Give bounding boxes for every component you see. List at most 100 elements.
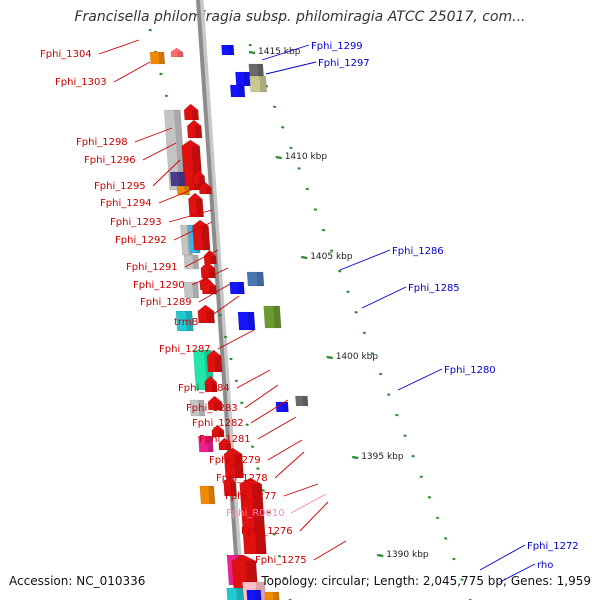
gene-arrow bbox=[218, 437, 232, 451]
right-tick-dash bbox=[395, 413, 399, 417]
gene-label-fphi_1282: Fphi_1282 bbox=[192, 418, 244, 429]
right-tick-dash bbox=[321, 228, 326, 232]
leader-line bbox=[217, 329, 255, 350]
gene-label-fphi_1276: Fphi_1276 bbox=[241, 526, 293, 537]
left-tick-dash bbox=[261, 489, 265, 492]
gene-label-fphi_1296: Fphi_1296 bbox=[84, 155, 136, 166]
right-tick-dash bbox=[338, 269, 342, 273]
leader-line bbox=[134, 127, 173, 143]
gene-label-fphi_1298: Fphi_1298 bbox=[76, 137, 128, 148]
gene-shade bbox=[158, 52, 165, 64]
right-tick-dash bbox=[444, 537, 448, 540]
gene-block bbox=[246, 589, 262, 600]
gene-shade bbox=[230, 482, 237, 496]
right-tick-dash bbox=[387, 393, 391, 396]
gene-block bbox=[206, 349, 223, 373]
right-tick-dash bbox=[411, 454, 415, 458]
gene-block bbox=[200, 261, 216, 279]
gene-label-fphi_1293: Fphi_1293 bbox=[110, 217, 162, 228]
ruler-tick-label: 1415 kbp bbox=[258, 47, 301, 57]
right-tick-dash bbox=[435, 516, 440, 520]
gene-box bbox=[221, 44, 235, 56]
gene-box bbox=[189, 399, 206, 417]
leader-line bbox=[313, 540, 347, 561]
gene-shade bbox=[238, 85, 246, 97]
gene-block bbox=[229, 84, 246, 98]
ruler-tick-label: 1400 kbp bbox=[336, 352, 379, 362]
gene-block bbox=[198, 181, 212, 195]
ruler-tick-mark bbox=[377, 553, 384, 558]
gene-label-fphi_1289: Fphi_1289 bbox=[140, 297, 192, 308]
gene-block bbox=[204, 375, 218, 393]
right-tick-dash bbox=[427, 496, 432, 499]
gene-box bbox=[264, 591, 280, 600]
gene-box bbox=[198, 435, 214, 453]
map-title: Francisella philomiragia subsp. philomir… bbox=[74, 9, 526, 25]
gene-shade bbox=[243, 72, 251, 86]
ruler-tick-label: 1405 kbp bbox=[310, 252, 353, 262]
gene-block bbox=[176, 185, 190, 196]
gene-label-fphi_1287: Fphi_1287 bbox=[159, 344, 211, 355]
gene-arrow bbox=[186, 119, 203, 139]
gene-block bbox=[189, 399, 206, 417]
gene-shade bbox=[208, 486, 216, 504]
gene-label-fphi_1303: Fphi_1303 bbox=[55, 77, 107, 88]
gene-box bbox=[175, 310, 194, 332]
leader-line bbox=[397, 368, 443, 391]
gene-shade bbox=[192, 282, 199, 298]
gene-block bbox=[201, 279, 217, 295]
gene-label-fphi_1278: Fphi_1278 bbox=[216, 473, 268, 484]
gene-label-fphi_1283: Fphi_1283 bbox=[186, 403, 238, 414]
gene-label-fphi_1295: Fphi_1295 bbox=[94, 181, 146, 192]
gene-shade bbox=[209, 286, 217, 294]
gene-block bbox=[235, 71, 251, 87]
gene-block bbox=[226, 587, 244, 600]
gene-shade bbox=[206, 311, 215, 323]
right-tick-dash bbox=[281, 126, 285, 129]
gene-block bbox=[198, 435, 214, 453]
gene-label-fphi_1284: Fphi_1284 bbox=[178, 383, 230, 394]
gene-box bbox=[149, 51, 166, 65]
gene-arrow bbox=[198, 181, 212, 195]
leader-line bbox=[361, 286, 407, 309]
gene-label-fphi_1291: Fphi_1291 bbox=[126, 262, 178, 273]
right-tick-dash bbox=[248, 43, 252, 47]
gene-box bbox=[295, 395, 309, 407]
left-tick-dash bbox=[159, 72, 163, 76]
gene-block bbox=[183, 254, 200, 270]
gene-block bbox=[170, 47, 184, 58]
gene-label-fphi_r0010: Fphi_R0010 bbox=[226, 508, 285, 519]
leader-line bbox=[299, 501, 329, 532]
right-tick-dash bbox=[419, 475, 423, 479]
gene-block bbox=[199, 485, 216, 505]
gene-block bbox=[175, 310, 194, 332]
gene-arrow bbox=[197, 304, 216, 324]
gene-box bbox=[246, 271, 265, 287]
left-tick-dash bbox=[223, 335, 228, 339]
left-tick-dash bbox=[229, 357, 233, 361]
gene-block bbox=[218, 437, 232, 451]
gene-box bbox=[229, 281, 245, 295]
leader-line bbox=[244, 384, 279, 409]
gene-block bbox=[223, 447, 245, 479]
gene-arrow bbox=[211, 424, 225, 438]
gene-block bbox=[223, 475, 237, 497]
leader-line bbox=[168, 209, 213, 223]
gene-shade bbox=[259, 76, 267, 92]
left-tick-dash bbox=[283, 576, 287, 580]
gene-block bbox=[264, 591, 280, 600]
gene-block bbox=[186, 119, 203, 139]
gene-block bbox=[207, 395, 223, 411]
gene-arrow bbox=[204, 375, 218, 393]
gene-shade bbox=[283, 402, 289, 412]
gene-label-fphi_1286: Fphi_1286 bbox=[392, 246, 444, 257]
gene-arrow bbox=[201, 279, 217, 295]
gene-shade bbox=[208, 268, 216, 278]
leader-line bbox=[158, 187, 197, 204]
left-tick-dash bbox=[272, 533, 276, 536]
gene-arrow bbox=[223, 447, 245, 479]
left-tick-dash bbox=[267, 511, 271, 514]
gene-arrow bbox=[223, 475, 237, 497]
leader-line bbox=[142, 142, 177, 161]
gene-block bbox=[221, 44, 235, 56]
